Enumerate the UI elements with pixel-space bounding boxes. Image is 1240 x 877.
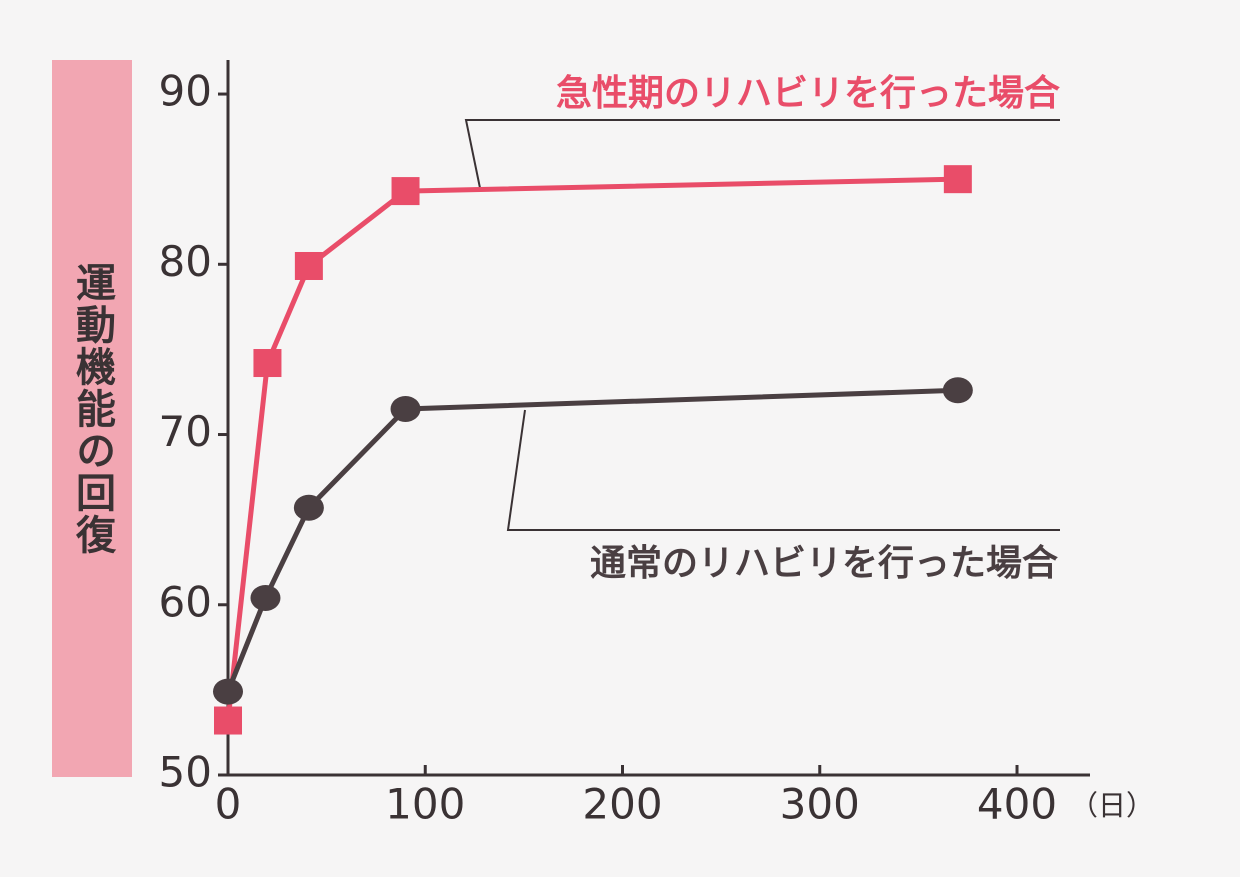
series-line [225,387,958,693]
marker [942,377,973,404]
y-label-box [52,60,132,777]
marker [943,165,972,194]
y-tick-label: 90 [159,67,212,116]
y-tick-label: 60 [159,577,212,626]
x-tick-label: 400 [977,780,1057,829]
marker [293,494,324,521]
leader-line [506,409,1060,531]
marker [253,349,282,378]
x-axis-unit: （日） [1070,789,1154,822]
marker [250,584,281,611]
y-tick-label: 50 [159,748,212,797]
marker [391,177,420,206]
series-label: 急性期のリハビリを行った場合 [556,73,1060,114]
series-label: 通常のリハビリを行った場合 [590,543,1058,584]
y-tick-label: 70 [159,407,212,456]
y-axis-label: 運動機能の回復 [69,262,115,556]
marker [213,678,243,705]
marker [390,395,421,422]
x-tick-label: 100 [385,780,465,829]
x-tick-label: 0 [215,780,242,829]
x-tick-label: 300 [780,780,860,829]
leader-line [464,119,1060,189]
marker [294,251,323,280]
x-tick-label: 200 [582,780,662,829]
marker [214,706,242,735]
y-tick-label: 80 [159,237,212,286]
series-line [225,176,958,721]
